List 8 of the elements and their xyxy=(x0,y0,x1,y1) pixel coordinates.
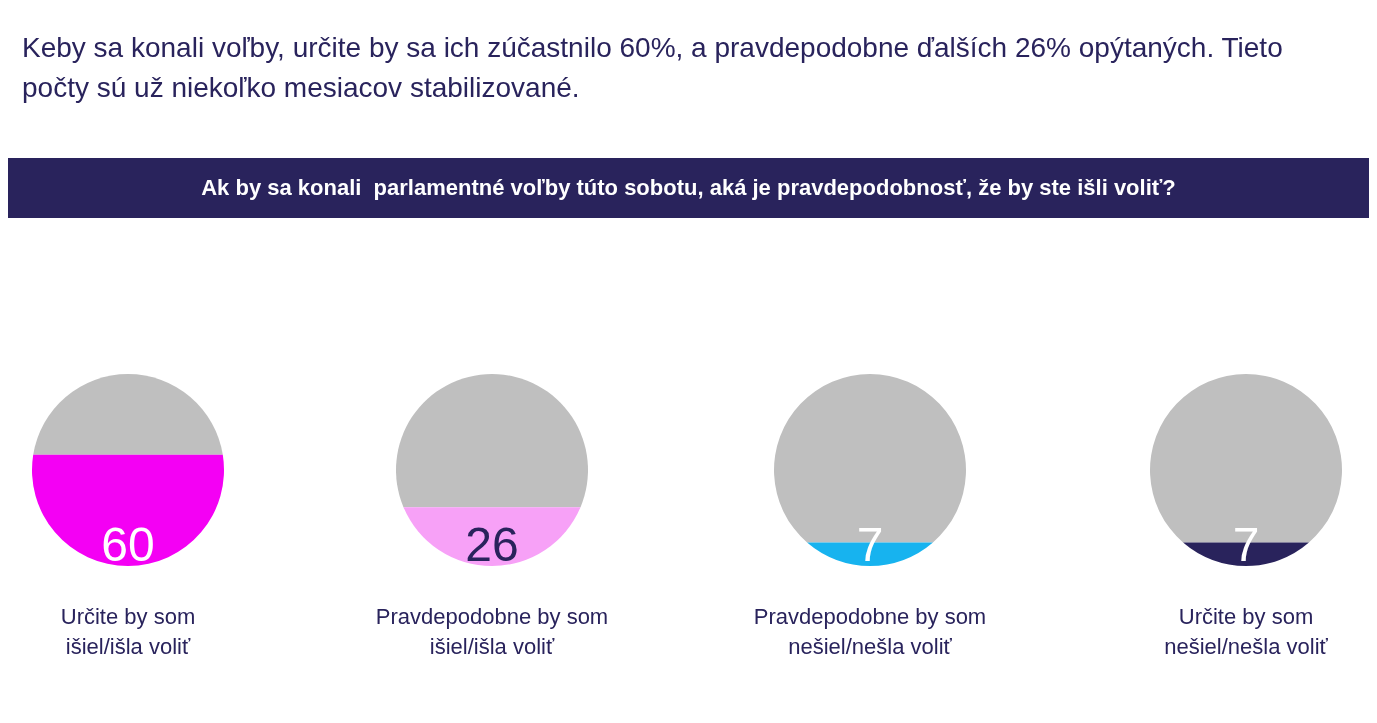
text: Keby sa konali voľby, určite by sa ich zúčastnilo 60%, a pravdepodobne ďalších 26% opýtaných. Tieto počty sú už niekoľko mesiacov stabilizované. xyxy=(21,31,1284,105)
category-label: Určite by som nešiel/nešla voliť xyxy=(1164,604,1329,659)
category-label: Pravdepodobne by som nešiel/nešla voliť xyxy=(753,604,987,659)
text: Ak by sa konali parlamentné voľby túto sobotu, aká je pravdepodobnosť, že by ste išli voliť? xyxy=(8,158,1369,218)
data-label: 26 xyxy=(465,518,519,571)
data-label: 60 xyxy=(101,518,155,571)
category-label: Určite by som išiel/išla voliť xyxy=(60,604,196,659)
category-label: Pravdepodobne by som išiel/išla voliť xyxy=(375,604,609,659)
